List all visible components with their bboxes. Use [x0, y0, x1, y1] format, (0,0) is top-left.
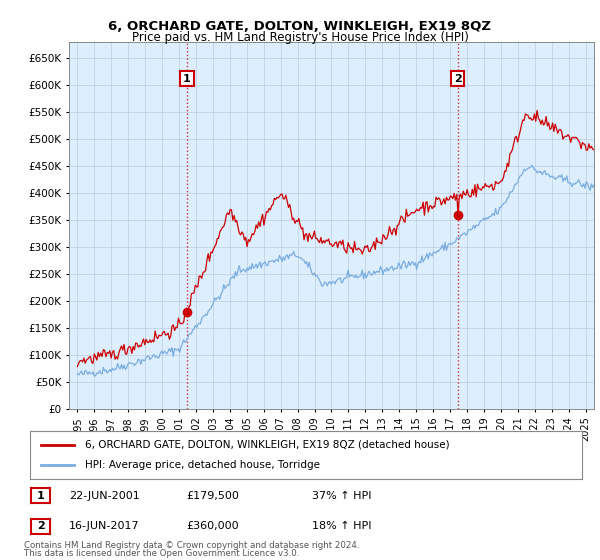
Text: 22-JUN-2001: 22-JUN-2001: [69, 491, 140, 501]
Text: 2: 2: [37, 521, 44, 531]
Text: Contains HM Land Registry data © Crown copyright and database right 2024.: Contains HM Land Registry data © Crown c…: [24, 541, 359, 550]
Text: This data is licensed under the Open Government Licence v3.0.: This data is licensed under the Open Gov…: [24, 549, 299, 558]
Text: £179,500: £179,500: [186, 491, 239, 501]
Text: 6, ORCHARD GATE, DOLTON, WINKLEIGH, EX19 8QZ (detached house): 6, ORCHARD GATE, DOLTON, WINKLEIGH, EX19…: [85, 440, 450, 450]
Text: £360,000: £360,000: [186, 521, 239, 531]
Text: 16-JUN-2017: 16-JUN-2017: [69, 521, 140, 531]
Text: 37% ↑ HPI: 37% ↑ HPI: [312, 491, 371, 501]
Text: 18% ↑ HPI: 18% ↑ HPI: [312, 521, 371, 531]
Text: Price paid vs. HM Land Registry's House Price Index (HPI): Price paid vs. HM Land Registry's House …: [131, 31, 469, 44]
Text: 1: 1: [37, 491, 44, 501]
Text: 1: 1: [183, 74, 191, 83]
Text: HPI: Average price, detached house, Torridge: HPI: Average price, detached house, Torr…: [85, 460, 320, 470]
Text: 2: 2: [454, 74, 462, 83]
Text: 6, ORCHARD GATE, DOLTON, WINKLEIGH, EX19 8QZ: 6, ORCHARD GATE, DOLTON, WINKLEIGH, EX19…: [109, 20, 491, 32]
